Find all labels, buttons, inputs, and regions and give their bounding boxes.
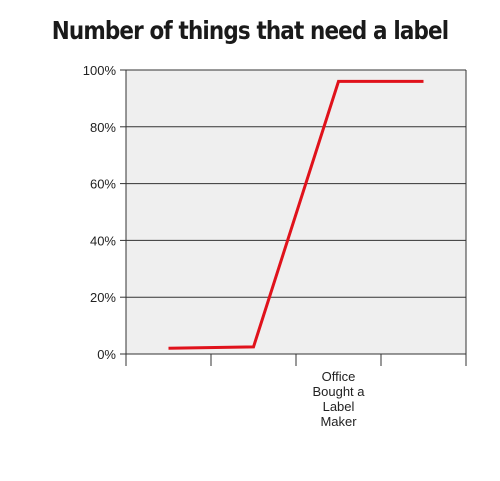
y-tick-label: 40% — [90, 233, 116, 248]
y-tick-label: 80% — [90, 120, 116, 135]
annotation-line: Maker — [320, 414, 357, 429]
annotation-line: Label — [323, 399, 355, 414]
annotation-line: Office — [322, 369, 356, 384]
y-tick-label: 60% — [90, 177, 116, 192]
y-tick-label: 100% — [83, 63, 117, 78]
chart-title: Number of things that need a label — [51, 16, 449, 45]
y-axis-ticks: 0% 20% 40% 60% 80% 100% — [83, 63, 126, 362]
x-axis-ticks — [125, 354, 467, 366]
y-tick-label: 20% — [90, 290, 116, 305]
series-line — [168, 79, 424, 350]
annotation-line: Bought a — [312, 384, 365, 399]
y-tick-label: 0% — [97, 347, 116, 362]
series — [168, 79, 424, 350]
